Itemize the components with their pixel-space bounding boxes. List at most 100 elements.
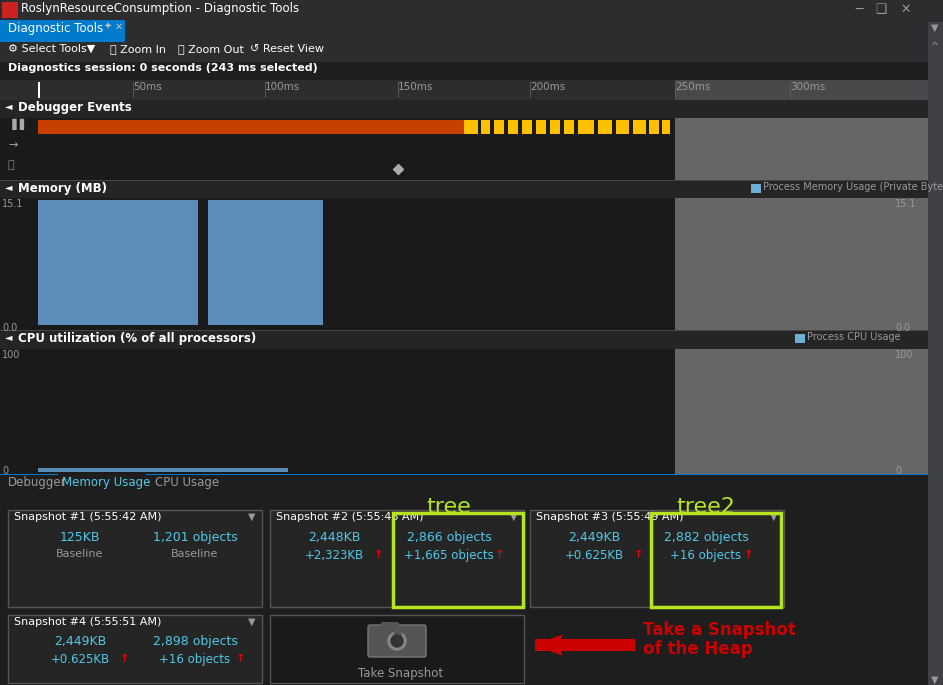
Bar xyxy=(790,82,791,98)
Bar xyxy=(464,120,478,134)
Text: ^: ^ xyxy=(931,42,939,52)
Bar xyxy=(0,158,928,180)
Bar xyxy=(508,120,518,134)
Text: 150ms: 150ms xyxy=(398,82,434,92)
Text: 50ms: 50ms xyxy=(133,82,162,92)
Text: Diagnostic Tools: Diagnostic Tools xyxy=(8,22,103,35)
Bar xyxy=(675,82,676,98)
FancyBboxPatch shape xyxy=(368,625,426,657)
Text: ↑: ↑ xyxy=(743,550,753,560)
Bar xyxy=(0,20,125,42)
Text: CPU utilization (% of all processors): CPU utilization (% of all processors) xyxy=(18,332,256,345)
Bar xyxy=(535,639,635,651)
Bar xyxy=(751,184,761,193)
Bar xyxy=(208,200,323,325)
Bar xyxy=(0,62,928,80)
Bar xyxy=(550,120,560,134)
Bar xyxy=(0,474,928,475)
Text: ✕: ✕ xyxy=(115,22,124,32)
Text: 2,449KB: 2,449KB xyxy=(54,635,107,648)
Bar xyxy=(795,334,805,343)
Bar xyxy=(0,100,928,118)
Text: +1,665 objects: +1,665 objects xyxy=(405,549,494,562)
Bar xyxy=(578,120,594,134)
Bar xyxy=(58,474,146,495)
Bar xyxy=(398,82,399,98)
Bar xyxy=(0,474,943,495)
Text: +0.625KB: +0.625KB xyxy=(565,549,623,562)
Text: Memory (MB): Memory (MB) xyxy=(18,182,107,195)
Bar xyxy=(270,510,524,607)
Text: 15.1: 15.1 xyxy=(895,199,917,209)
Bar xyxy=(270,615,524,683)
Text: Snapshot #3 (5:55:49 AM): Snapshot #3 (5:55:49 AM) xyxy=(536,512,684,522)
Text: ◄: ◄ xyxy=(5,101,12,111)
Text: tree2: tree2 xyxy=(676,497,736,517)
Bar xyxy=(675,349,928,474)
Text: Process CPU Usage: Process CPU Usage xyxy=(807,332,901,342)
Bar xyxy=(8,510,262,607)
Text: of the Heap: of the Heap xyxy=(643,640,753,658)
Bar xyxy=(393,513,523,607)
Text: ↑: ↑ xyxy=(634,550,643,560)
Bar xyxy=(675,198,928,330)
Bar xyxy=(0,474,943,475)
Bar xyxy=(0,331,928,349)
Text: 250ms: 250ms xyxy=(675,82,710,92)
Text: 2,448KB: 2,448KB xyxy=(307,531,360,544)
Bar xyxy=(616,120,629,134)
Text: +0.625KB: +0.625KB xyxy=(50,653,109,666)
Text: ❑: ❑ xyxy=(875,3,886,16)
Bar xyxy=(0,330,928,331)
Bar xyxy=(675,80,928,100)
Text: ↑: ↑ xyxy=(120,654,128,664)
Text: 2,898 objects: 2,898 objects xyxy=(153,635,238,648)
Bar xyxy=(265,82,266,98)
Text: Diagnostics session: 0 seconds (243 ms selected): Diagnostics session: 0 seconds (243 ms s… xyxy=(8,63,318,73)
Text: ✕: ✕ xyxy=(900,3,911,16)
Text: Snapshot #1 (5:55:42 AM): Snapshot #1 (5:55:42 AM) xyxy=(14,512,161,522)
Bar xyxy=(530,82,531,98)
Text: ▐▐: ▐▐ xyxy=(8,119,25,130)
Text: ✦: ✦ xyxy=(104,22,112,32)
Bar xyxy=(38,120,465,134)
Text: 200ms: 200ms xyxy=(530,82,565,92)
Bar xyxy=(675,118,928,138)
Bar xyxy=(0,180,928,181)
Bar xyxy=(675,158,928,180)
Text: 🔍 Zoom In: 🔍 Zoom In xyxy=(110,44,166,54)
Text: 0: 0 xyxy=(2,466,8,476)
Text: 📷: 📷 xyxy=(7,160,13,170)
Text: Debugger Events: Debugger Events xyxy=(18,101,132,114)
Bar xyxy=(522,120,532,134)
Text: ▼: ▼ xyxy=(248,512,256,522)
Text: Memory Usage: Memory Usage xyxy=(62,476,150,489)
Bar xyxy=(928,22,943,42)
Text: +16 objects: +16 objects xyxy=(670,549,741,562)
Bar xyxy=(133,82,134,98)
Bar xyxy=(0,198,928,330)
Text: ▼: ▼ xyxy=(931,23,938,33)
Circle shape xyxy=(388,632,406,650)
Bar xyxy=(8,615,262,683)
Bar xyxy=(662,120,670,134)
Text: ↑: ↑ xyxy=(373,550,383,560)
Bar xyxy=(928,42,943,685)
Text: ▼: ▼ xyxy=(770,512,777,522)
Bar xyxy=(675,138,928,158)
Text: 2,882 objects: 2,882 objects xyxy=(664,531,749,544)
Bar xyxy=(38,82,40,98)
Bar xyxy=(0,20,943,42)
Text: CPU Usage: CPU Usage xyxy=(155,476,219,489)
Text: ↺ Reset View: ↺ Reset View xyxy=(250,44,324,54)
Text: 1,201 objects: 1,201 objects xyxy=(153,531,238,544)
Bar xyxy=(494,120,504,134)
Text: 2,866 objects: 2,866 objects xyxy=(406,531,491,544)
Bar xyxy=(0,80,928,100)
Bar xyxy=(2,2,18,18)
Text: ▼: ▼ xyxy=(248,617,256,627)
Bar xyxy=(0,181,928,199)
Text: 0: 0 xyxy=(895,466,902,476)
Bar xyxy=(0,42,928,62)
Text: 100: 100 xyxy=(895,350,914,360)
